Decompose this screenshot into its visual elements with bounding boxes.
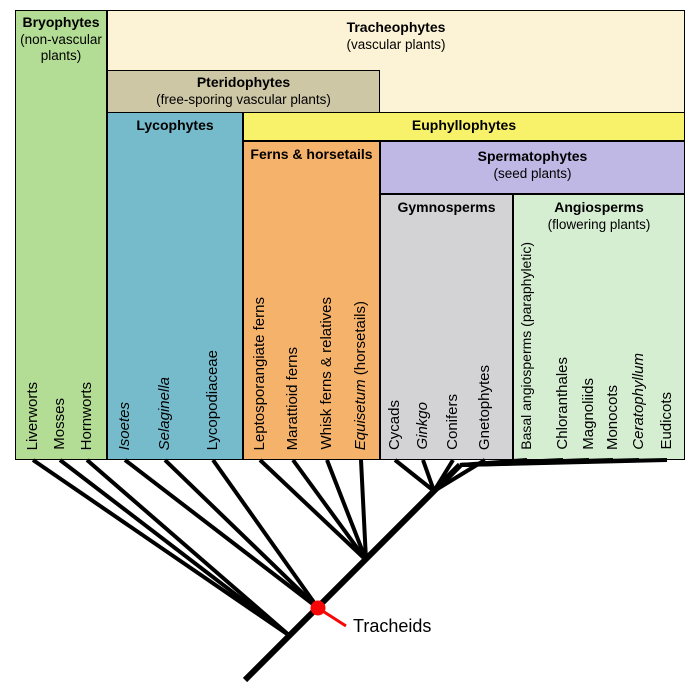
tracheids-label: Tracheids [353, 616, 431, 637]
phylogeny-tree-svg [0, 0, 700, 700]
